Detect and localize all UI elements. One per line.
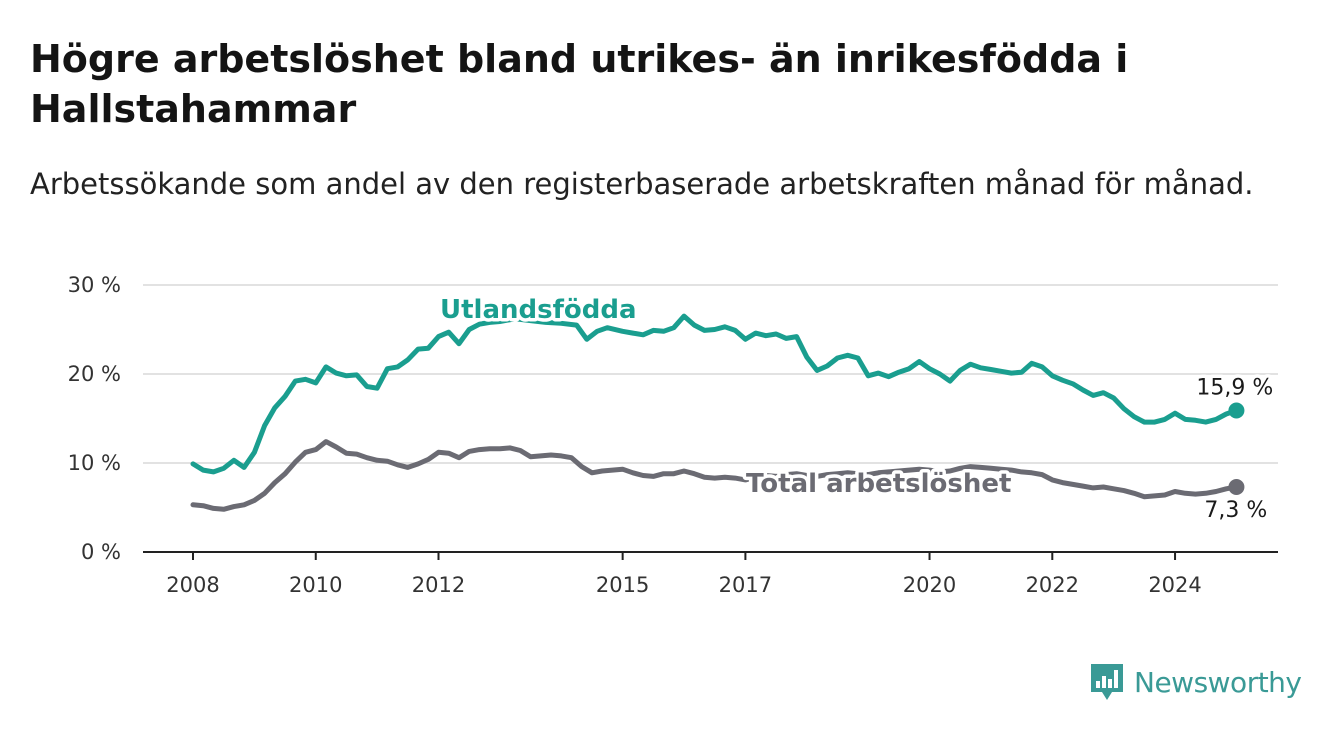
brand-name: Newsworthy bbox=[1134, 665, 1302, 699]
x-tick-label: 2015 bbox=[596, 573, 649, 597]
newsworthy-chart-icon bbox=[1091, 664, 1123, 700]
y-axis-tick-labels: 0 % 10 % 20 % 30 % bbox=[68, 273, 121, 564]
x-tick-label: 2008 bbox=[166, 573, 219, 597]
x-tick-label: 2024 bbox=[1148, 573, 1201, 597]
y-tick-label: 0 % bbox=[81, 540, 121, 564]
x-axis-ticks: 2008 2010 2012 2015 2017 2020 2022 2024 bbox=[166, 552, 1202, 597]
end-value-label-utlandsfodda: 15,9 % bbox=[1196, 375, 1273, 400]
series-lines bbox=[190, 313, 1245, 512]
newsworthy-logo: Newsworthy bbox=[1088, 660, 1302, 704]
series-line-utlandsfodda bbox=[190, 313, 1239, 475]
y-tick-label: 10 % bbox=[68, 451, 121, 475]
y-tick-label: 30 % bbox=[68, 273, 121, 297]
series-label-total: Total arbetslöshet bbox=[746, 469, 1011, 499]
x-tick-label: 2020 bbox=[903, 573, 956, 597]
x-tick-label: 2012 bbox=[412, 573, 465, 597]
series-line-total bbox=[190, 439, 1239, 512]
line-chart: 0 % 10 % 20 % 30 % 2008 2010 2012 2015 2017 2020… bbox=[68, 273, 1278, 597]
chart-subtitle: Arbetssökande som andel av den registerb… bbox=[30, 167, 1254, 201]
x-tick-label: 2010 bbox=[289, 573, 342, 597]
y-tick-label: 20 % bbox=[68, 362, 121, 386]
end-value-label-total: 7,3 % bbox=[1204, 498, 1267, 523]
grid-lines bbox=[143, 284, 1278, 553]
series-end-point bbox=[1228, 402, 1245, 419]
series-label-utlandsfodda: Utlandsfödda bbox=[440, 295, 637, 325]
x-tick-label: 2017 bbox=[719, 573, 772, 597]
x-tick-label: 2022 bbox=[1026, 573, 1079, 597]
chart-title: Högre arbetslöshet bland utrikes- än inr… bbox=[30, 37, 1129, 131]
series-labels: Utlandsfödda Total arbetslöshet 15,9 % 7,3 … bbox=[437, 292, 1277, 527]
series-end-point bbox=[1228, 479, 1245, 496]
